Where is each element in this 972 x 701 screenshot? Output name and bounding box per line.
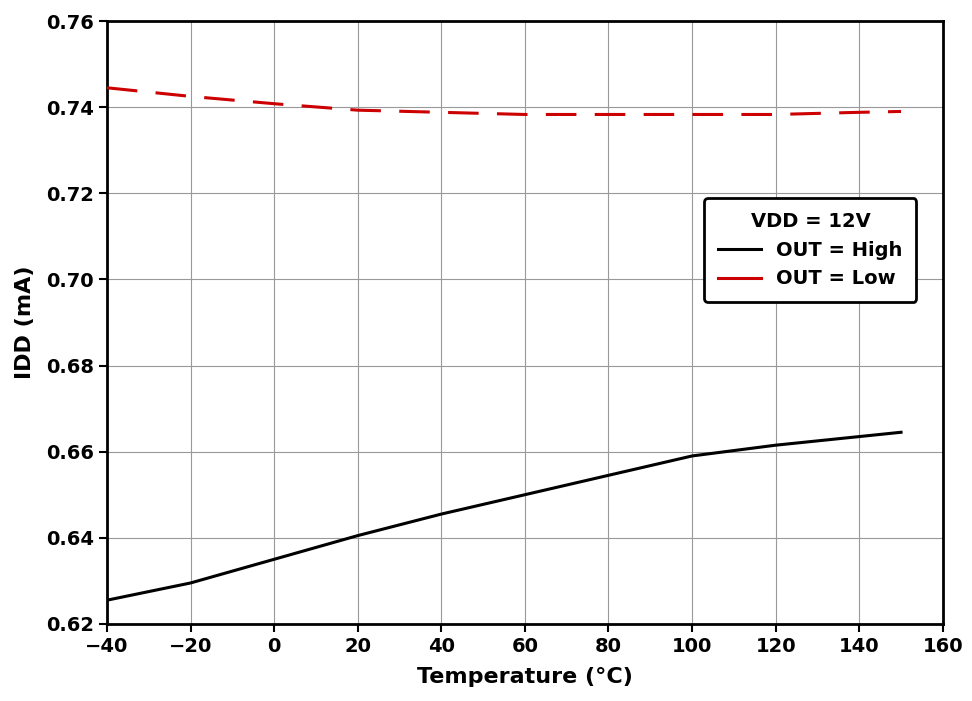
Y-axis label: IDD (mA): IDD (mA) [15,266,35,379]
X-axis label: Temperature (°C): Temperature (°C) [417,667,633,687]
Legend: OUT = High, OUT = Low: OUT = High, OUT = Low [705,198,917,302]
